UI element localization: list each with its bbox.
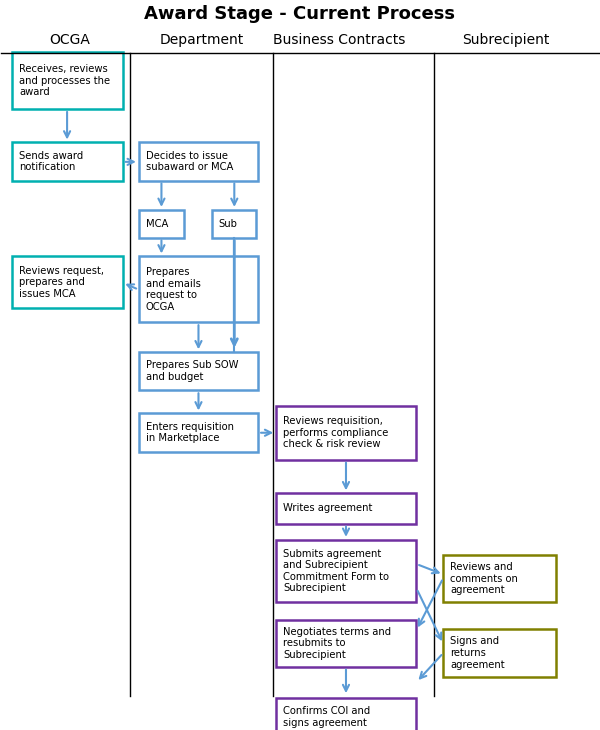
Text: Signs and
returns
agreement: Signs and returns agreement xyxy=(451,637,505,669)
FancyBboxPatch shape xyxy=(12,256,122,308)
FancyBboxPatch shape xyxy=(276,620,416,666)
FancyBboxPatch shape xyxy=(12,52,122,109)
Text: Sends award
notification: Sends award notification xyxy=(19,150,83,172)
FancyBboxPatch shape xyxy=(443,629,556,677)
Text: Confirms COI and
signs agreement: Confirms COI and signs agreement xyxy=(283,707,371,728)
Text: Prepares
and emails
request to
OCGA: Prepares and emails request to OCGA xyxy=(146,267,201,312)
Text: Department: Department xyxy=(160,33,244,47)
Text: Business Contracts: Business Contracts xyxy=(272,33,405,47)
FancyBboxPatch shape xyxy=(276,493,416,523)
Text: MCA: MCA xyxy=(146,219,168,228)
FancyBboxPatch shape xyxy=(139,413,258,451)
FancyBboxPatch shape xyxy=(212,210,256,237)
Text: Receives, reviews
and processes the
award: Receives, reviews and processes the awar… xyxy=(19,64,110,97)
Text: OCGA: OCGA xyxy=(50,33,91,47)
FancyBboxPatch shape xyxy=(12,142,122,180)
Text: Submits agreement
and Subrecipient
Commitment Form to
Subrecipient: Submits agreement and Subrecipient Commi… xyxy=(283,548,389,593)
FancyBboxPatch shape xyxy=(139,256,258,323)
FancyBboxPatch shape xyxy=(443,555,556,602)
FancyBboxPatch shape xyxy=(276,698,416,730)
Text: Decides to issue
subaward or MCA: Decides to issue subaward or MCA xyxy=(146,150,233,172)
Text: Negotiates terms and
resubmits to
Subrecipient: Negotiates terms and resubmits to Subrec… xyxy=(283,626,391,660)
Text: Reviews requisition,
performs compliance
check & risk review: Reviews requisition, performs compliance… xyxy=(283,416,389,450)
FancyBboxPatch shape xyxy=(139,210,184,237)
FancyBboxPatch shape xyxy=(276,406,416,460)
FancyBboxPatch shape xyxy=(139,352,258,391)
Text: Sub: Sub xyxy=(219,219,238,228)
FancyBboxPatch shape xyxy=(276,539,416,602)
Text: Reviews and
comments on
agreement: Reviews and comments on agreement xyxy=(451,562,518,595)
Text: Writes agreement: Writes agreement xyxy=(283,504,373,513)
Text: Enters requisition
in Marketplace: Enters requisition in Marketplace xyxy=(146,422,234,443)
Text: Reviews request,
prepares and
issues MCA: Reviews request, prepares and issues MCA xyxy=(19,266,104,299)
Text: Subrecipient: Subrecipient xyxy=(463,33,550,47)
FancyBboxPatch shape xyxy=(139,142,258,180)
Text: Award Stage - Current Process: Award Stage - Current Process xyxy=(145,5,455,23)
Text: Prepares Sub SOW
and budget: Prepares Sub SOW and budget xyxy=(146,361,238,382)
